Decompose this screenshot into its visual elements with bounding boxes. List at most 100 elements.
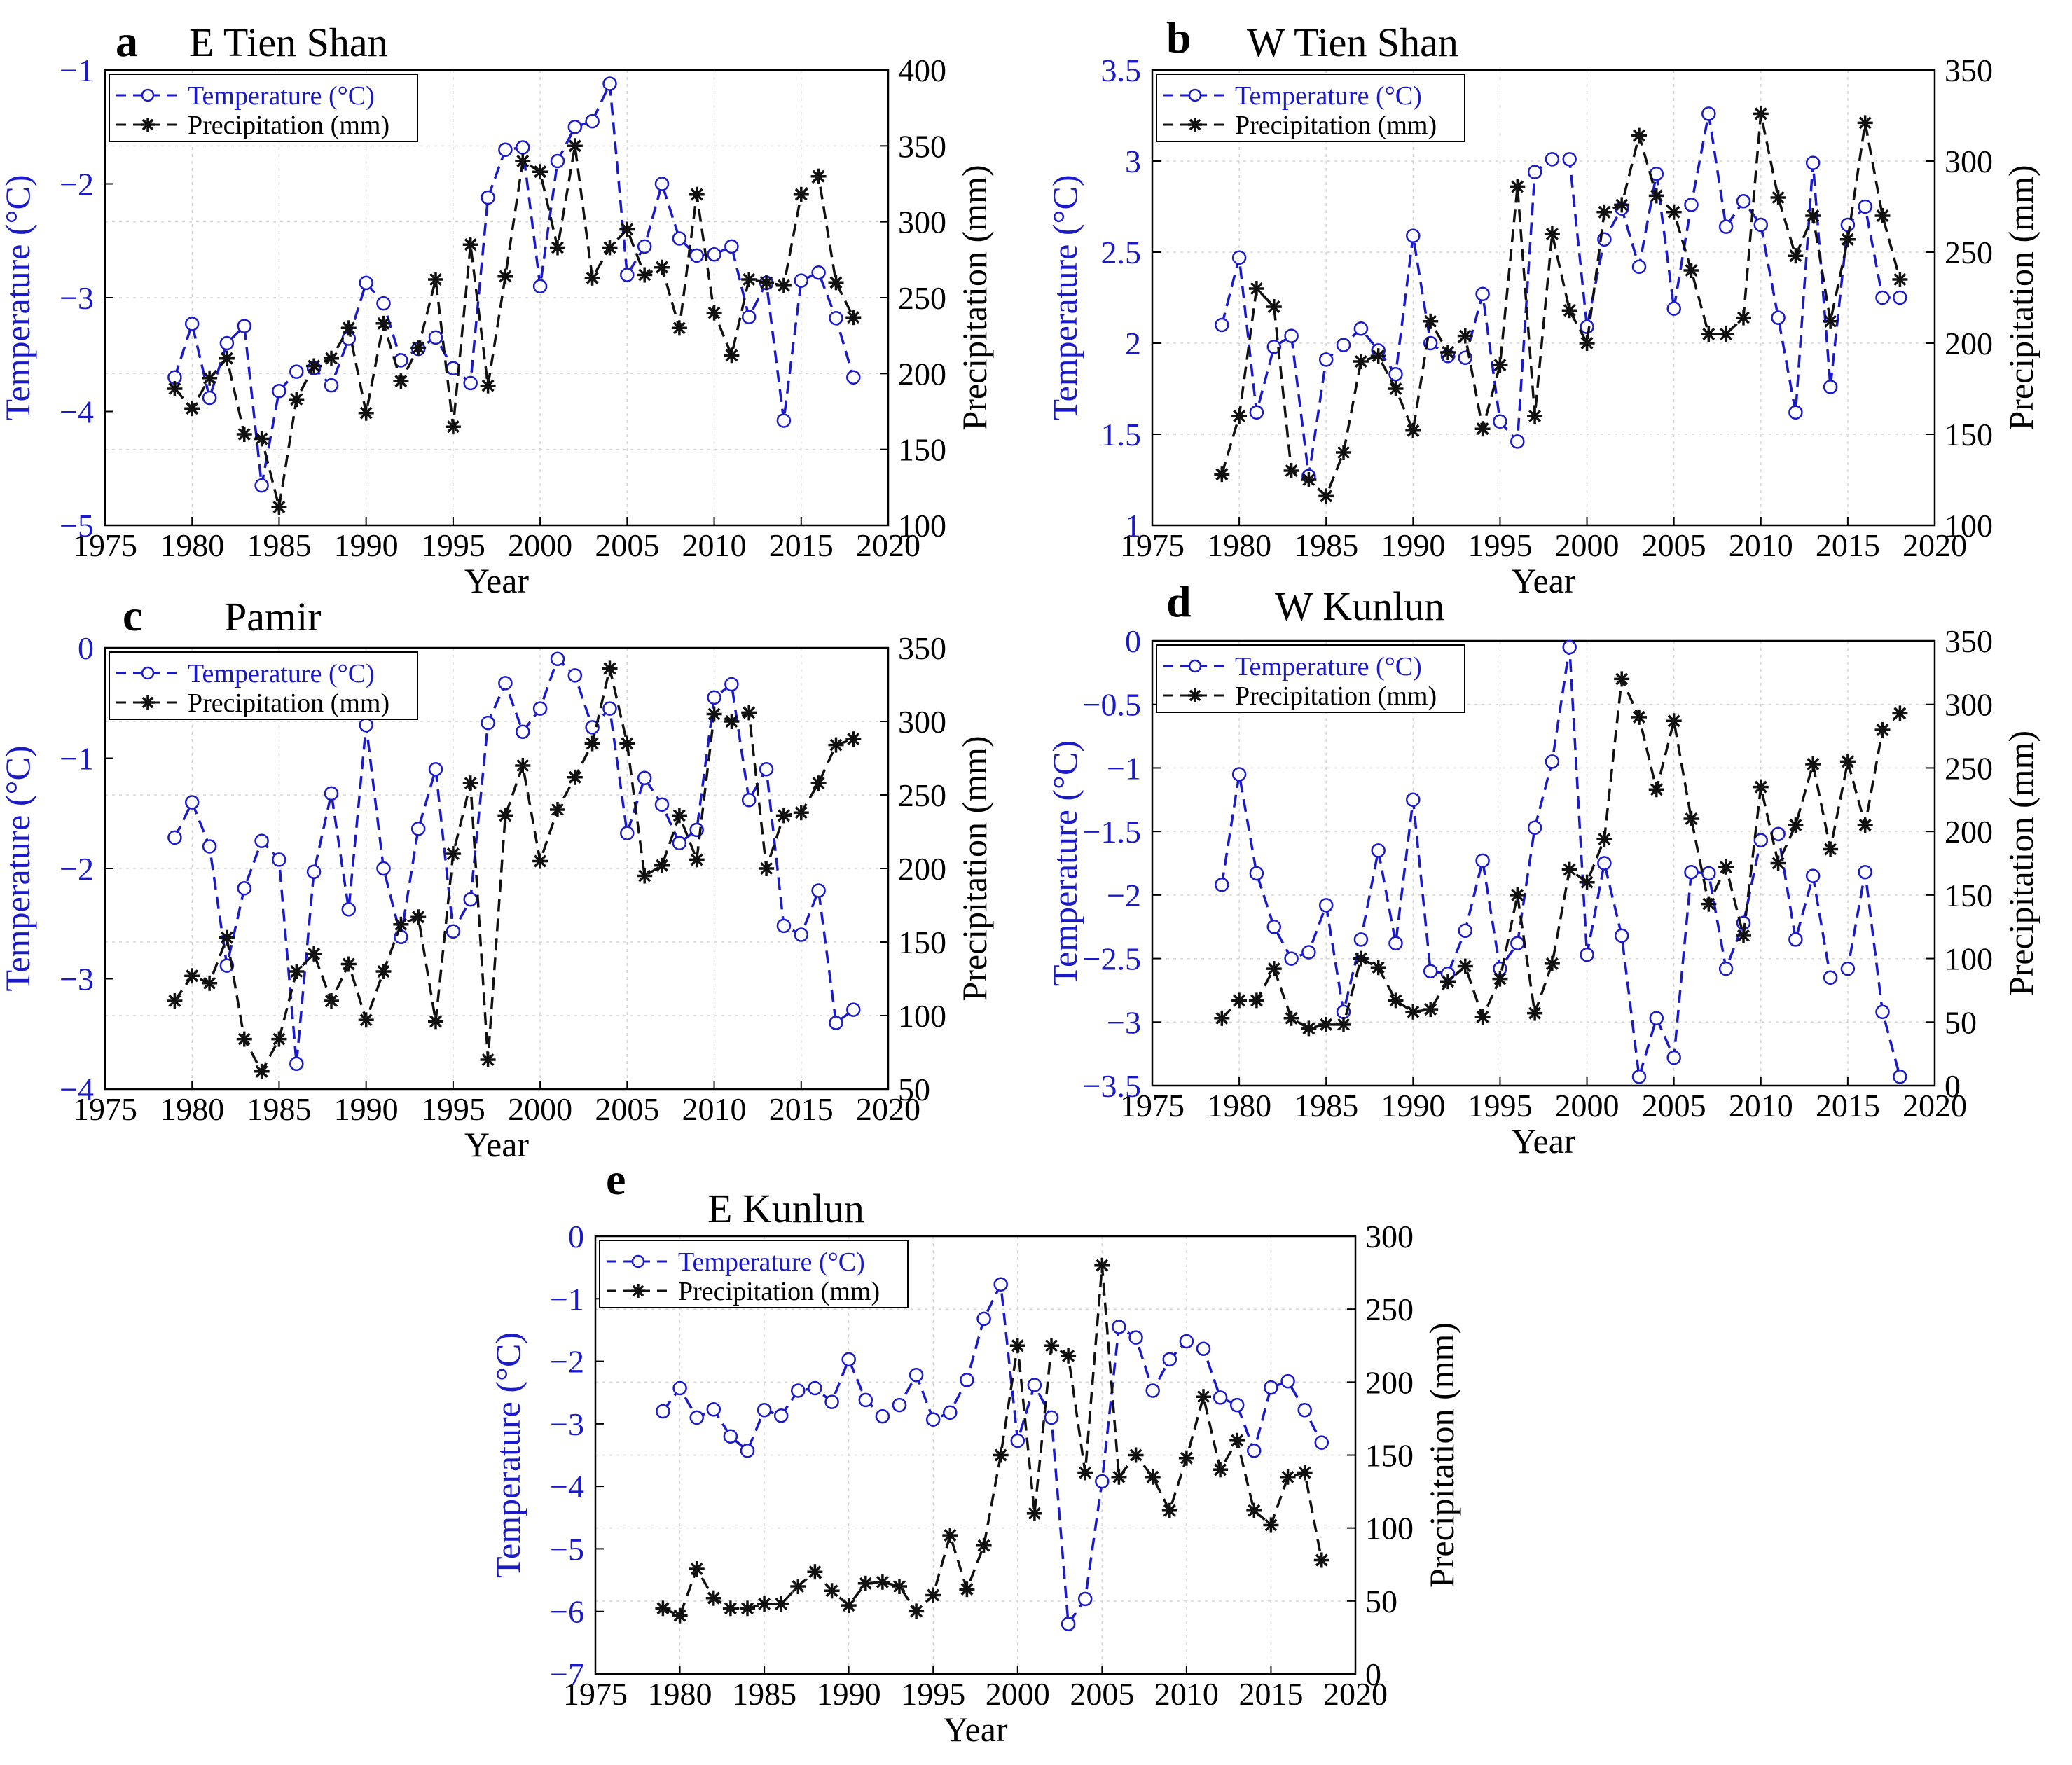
x-tick-label: 1985: [247, 527, 311, 563]
x-tick-label: 2010: [682, 527, 747, 563]
temperature-point: [324, 786, 339, 801]
temperature-point: [1128, 1330, 1143, 1345]
temperature-point: [875, 1408, 890, 1424]
temperature-point: [824, 1394, 839, 1409]
y2-tick-label: 350: [1945, 53, 1993, 88]
x-tick-label: 2020: [1902, 527, 1967, 563]
plot-area: [1152, 641, 1935, 1086]
y2-tick-label: 100: [1365, 1511, 1414, 1546]
precipitation-point: [515, 758, 531, 773]
precipitation-point: [340, 956, 357, 972]
y-tick-label: −1: [550, 1281, 584, 1317]
legend: Temperature (°C)Precipitation (mm): [1156, 74, 1465, 142]
temperature-point: [1805, 868, 1821, 883]
precipitation-point: [655, 1600, 671, 1617]
temperature-point: [672, 231, 687, 246]
y2-tick-label: 100: [1945, 508, 1993, 544]
precipitation-point: [1718, 326, 1734, 342]
temperature-point: [428, 330, 443, 345]
temperature-point: [791, 1383, 806, 1398]
y-tick-label: −1: [60, 741, 94, 777]
temperature-point: [1684, 198, 1699, 212]
temperature-point: [376, 861, 391, 876]
temperature-point: [237, 881, 252, 896]
precipitation-point: [1318, 1016, 1334, 1032]
precipitation-point: [1510, 179, 1526, 195]
legend-precipitation-marker: [1188, 118, 1202, 132]
precipitation-point: [358, 1012, 374, 1028]
temperature-point: [1196, 1341, 1211, 1356]
temperature-point: [808, 1380, 822, 1396]
temperature-point: [1562, 152, 1577, 167]
y2-tick-label: 250: [898, 777, 946, 813]
precipitation-point: [254, 1063, 270, 1079]
temperature-point: [741, 793, 757, 808]
precipitation-point: [993, 1447, 1009, 1463]
temperature-line: [173, 78, 855, 486]
temperature-point: [1162, 1352, 1177, 1367]
precipitation-point: [1839, 231, 1856, 247]
legend-precipitation-marker: [631, 1284, 645, 1298]
temperature-point: [394, 929, 408, 944]
x-axis-title: Year: [943, 1710, 1007, 1749]
precipitation-point: [1266, 961, 1282, 977]
x-tick-label: 1995: [1467, 1088, 1532, 1123]
x-tick-label: 2005: [1642, 1088, 1706, 1123]
precipitation-point: [428, 272, 443, 287]
temperature-point: [723, 1429, 738, 1444]
precipitation-point: [1111, 1469, 1127, 1485]
temperature-point: [1597, 856, 1612, 871]
temperature-point: [585, 113, 600, 129]
y-tick-label: 0: [568, 1219, 584, 1254]
precipitation-point: [445, 419, 461, 435]
precipitation-point: [1648, 782, 1664, 798]
legend: Temperature (°C)Precipitation (mm): [1156, 644, 1465, 713]
temperature-point: [1527, 165, 1542, 179]
legend-temperature-marker: [1188, 88, 1202, 102]
precipitation-point: [1805, 208, 1821, 223]
precipitation-point: [602, 660, 618, 677]
temperature-point: [656, 1404, 670, 1419]
precipitation-point: [976, 1537, 992, 1553]
precipitation-point: [1631, 709, 1647, 725]
y2-tick-label: 400: [898, 53, 946, 88]
precipitation-point: [637, 267, 653, 283]
precipitation-point: [1336, 445, 1351, 460]
temperature-point: [1249, 405, 1264, 420]
legend-temperature-label: Temperature (°C): [1235, 652, 1422, 681]
precipitation-point: [1596, 831, 1612, 847]
temperature-point: [976, 1311, 991, 1327]
temperature-point: [202, 390, 217, 406]
precipitation-point: [1128, 1447, 1144, 1463]
axes-frame: [1151, 639, 1936, 1087]
precipitation-point: [550, 240, 565, 256]
x-tick-label: 1975: [73, 527, 137, 563]
y2-tick-label: 50: [898, 1072, 930, 1107]
x-tick-label: 2020: [1323, 1676, 1388, 1712]
y-tick-label: −3: [60, 280, 94, 316]
precipitation-point: [1492, 357, 1508, 373]
x-axis-title: Year: [464, 1125, 529, 1164]
precipitation-point: [289, 392, 305, 408]
temperature-point: [532, 701, 548, 716]
temperature-point: [219, 335, 235, 351]
temperature-point: [1875, 1004, 1890, 1020]
precipitation-line: [1220, 113, 1902, 499]
temperature-point: [359, 275, 373, 291]
temperature-point: [1788, 405, 1803, 420]
precipitation-point: [689, 1561, 705, 1577]
precipitation-point: [1823, 313, 1839, 329]
temperature-point: [550, 651, 565, 667]
temperature-point: [463, 375, 478, 391]
precipitation-point: [567, 138, 583, 154]
x-tick-label: 2010: [1154, 1676, 1219, 1712]
precipitation-line: [662, 1265, 1323, 1618]
precipitation-point: [410, 909, 427, 925]
precipitation-point: [1510, 887, 1526, 903]
x-tick-label: 2005: [1070, 1676, 1134, 1712]
panel-c: 1975 1980 1985 1990 1995 2000 2005 2010 2015 2020…: [0, 590, 994, 1164]
precipitation-point: [271, 499, 287, 515]
precipitation-point: [828, 275, 844, 291]
precipitation-point: [1823, 841, 1839, 857]
panel-letter: d: [1166, 576, 1192, 626]
